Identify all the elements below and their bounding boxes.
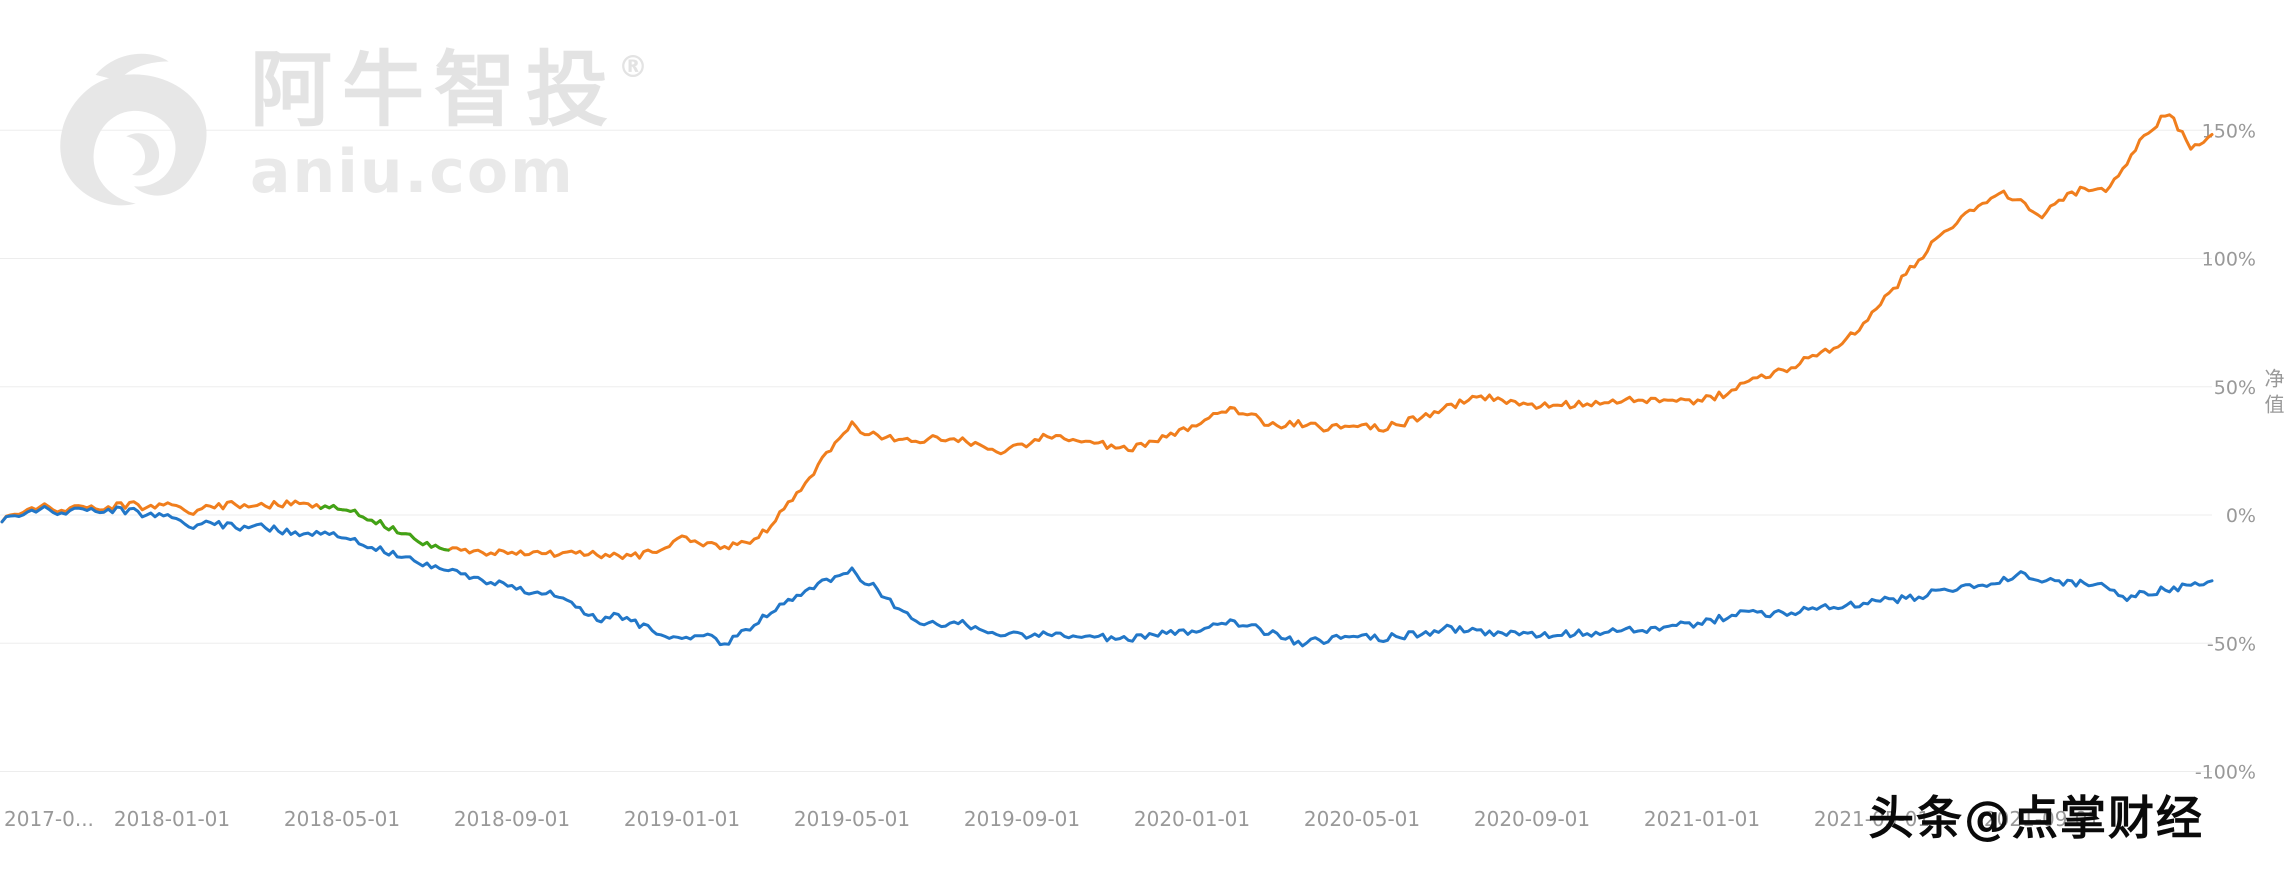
series-benchmark-index	[0, 504, 2214, 648]
y-axis-tick-label: -50%	[2207, 633, 2256, 655]
series-strategy-net-value	[0, 113, 2214, 561]
y-axis-tick-label: 150%	[2202, 120, 2256, 142]
y-axis-tick-label: 100%	[2202, 249, 2256, 271]
x-axis-tick-label: 2019-01-01	[624, 807, 740, 831]
y-axis-tick-label: -100%	[2195, 762, 2256, 784]
x-axis-tick-label: 2018-01-01	[114, 807, 230, 831]
x-axis-tick-label: 2021-09-01	[1984, 807, 2100, 831]
y-axis-tick-label: 0%	[2226, 505, 2256, 527]
x-axis-tick-label: 2021-05-01	[1814, 807, 1930, 831]
x-axis-tick-label: 2020-01-01	[1134, 807, 1250, 831]
x-axis-tick-label: 2017-0...	[4, 807, 94, 831]
source-watermark: 头条@点掌财经	[1868, 791, 2204, 845]
series-empty-position-segment	[319, 503, 450, 552]
y-axis-tick-label: 50%	[2214, 377, 2256, 399]
x-axis-tick-label: 2020-09-01	[1474, 807, 1590, 831]
x-axis-tick-label: 2019-05-01	[794, 807, 910, 831]
x-axis-tick-label: 2019-09-01	[964, 807, 1080, 831]
x-axis-tick-label: 2018-09-01	[454, 807, 570, 831]
x-axis-tick-label: 2018-05-01	[284, 807, 400, 831]
x-axis-tick-label: 2021-01-01	[1644, 807, 1760, 831]
x-axis-tick-label: 2020-05-01	[1304, 807, 1420, 831]
y-axis-title: 净值	[2261, 368, 2285, 420]
